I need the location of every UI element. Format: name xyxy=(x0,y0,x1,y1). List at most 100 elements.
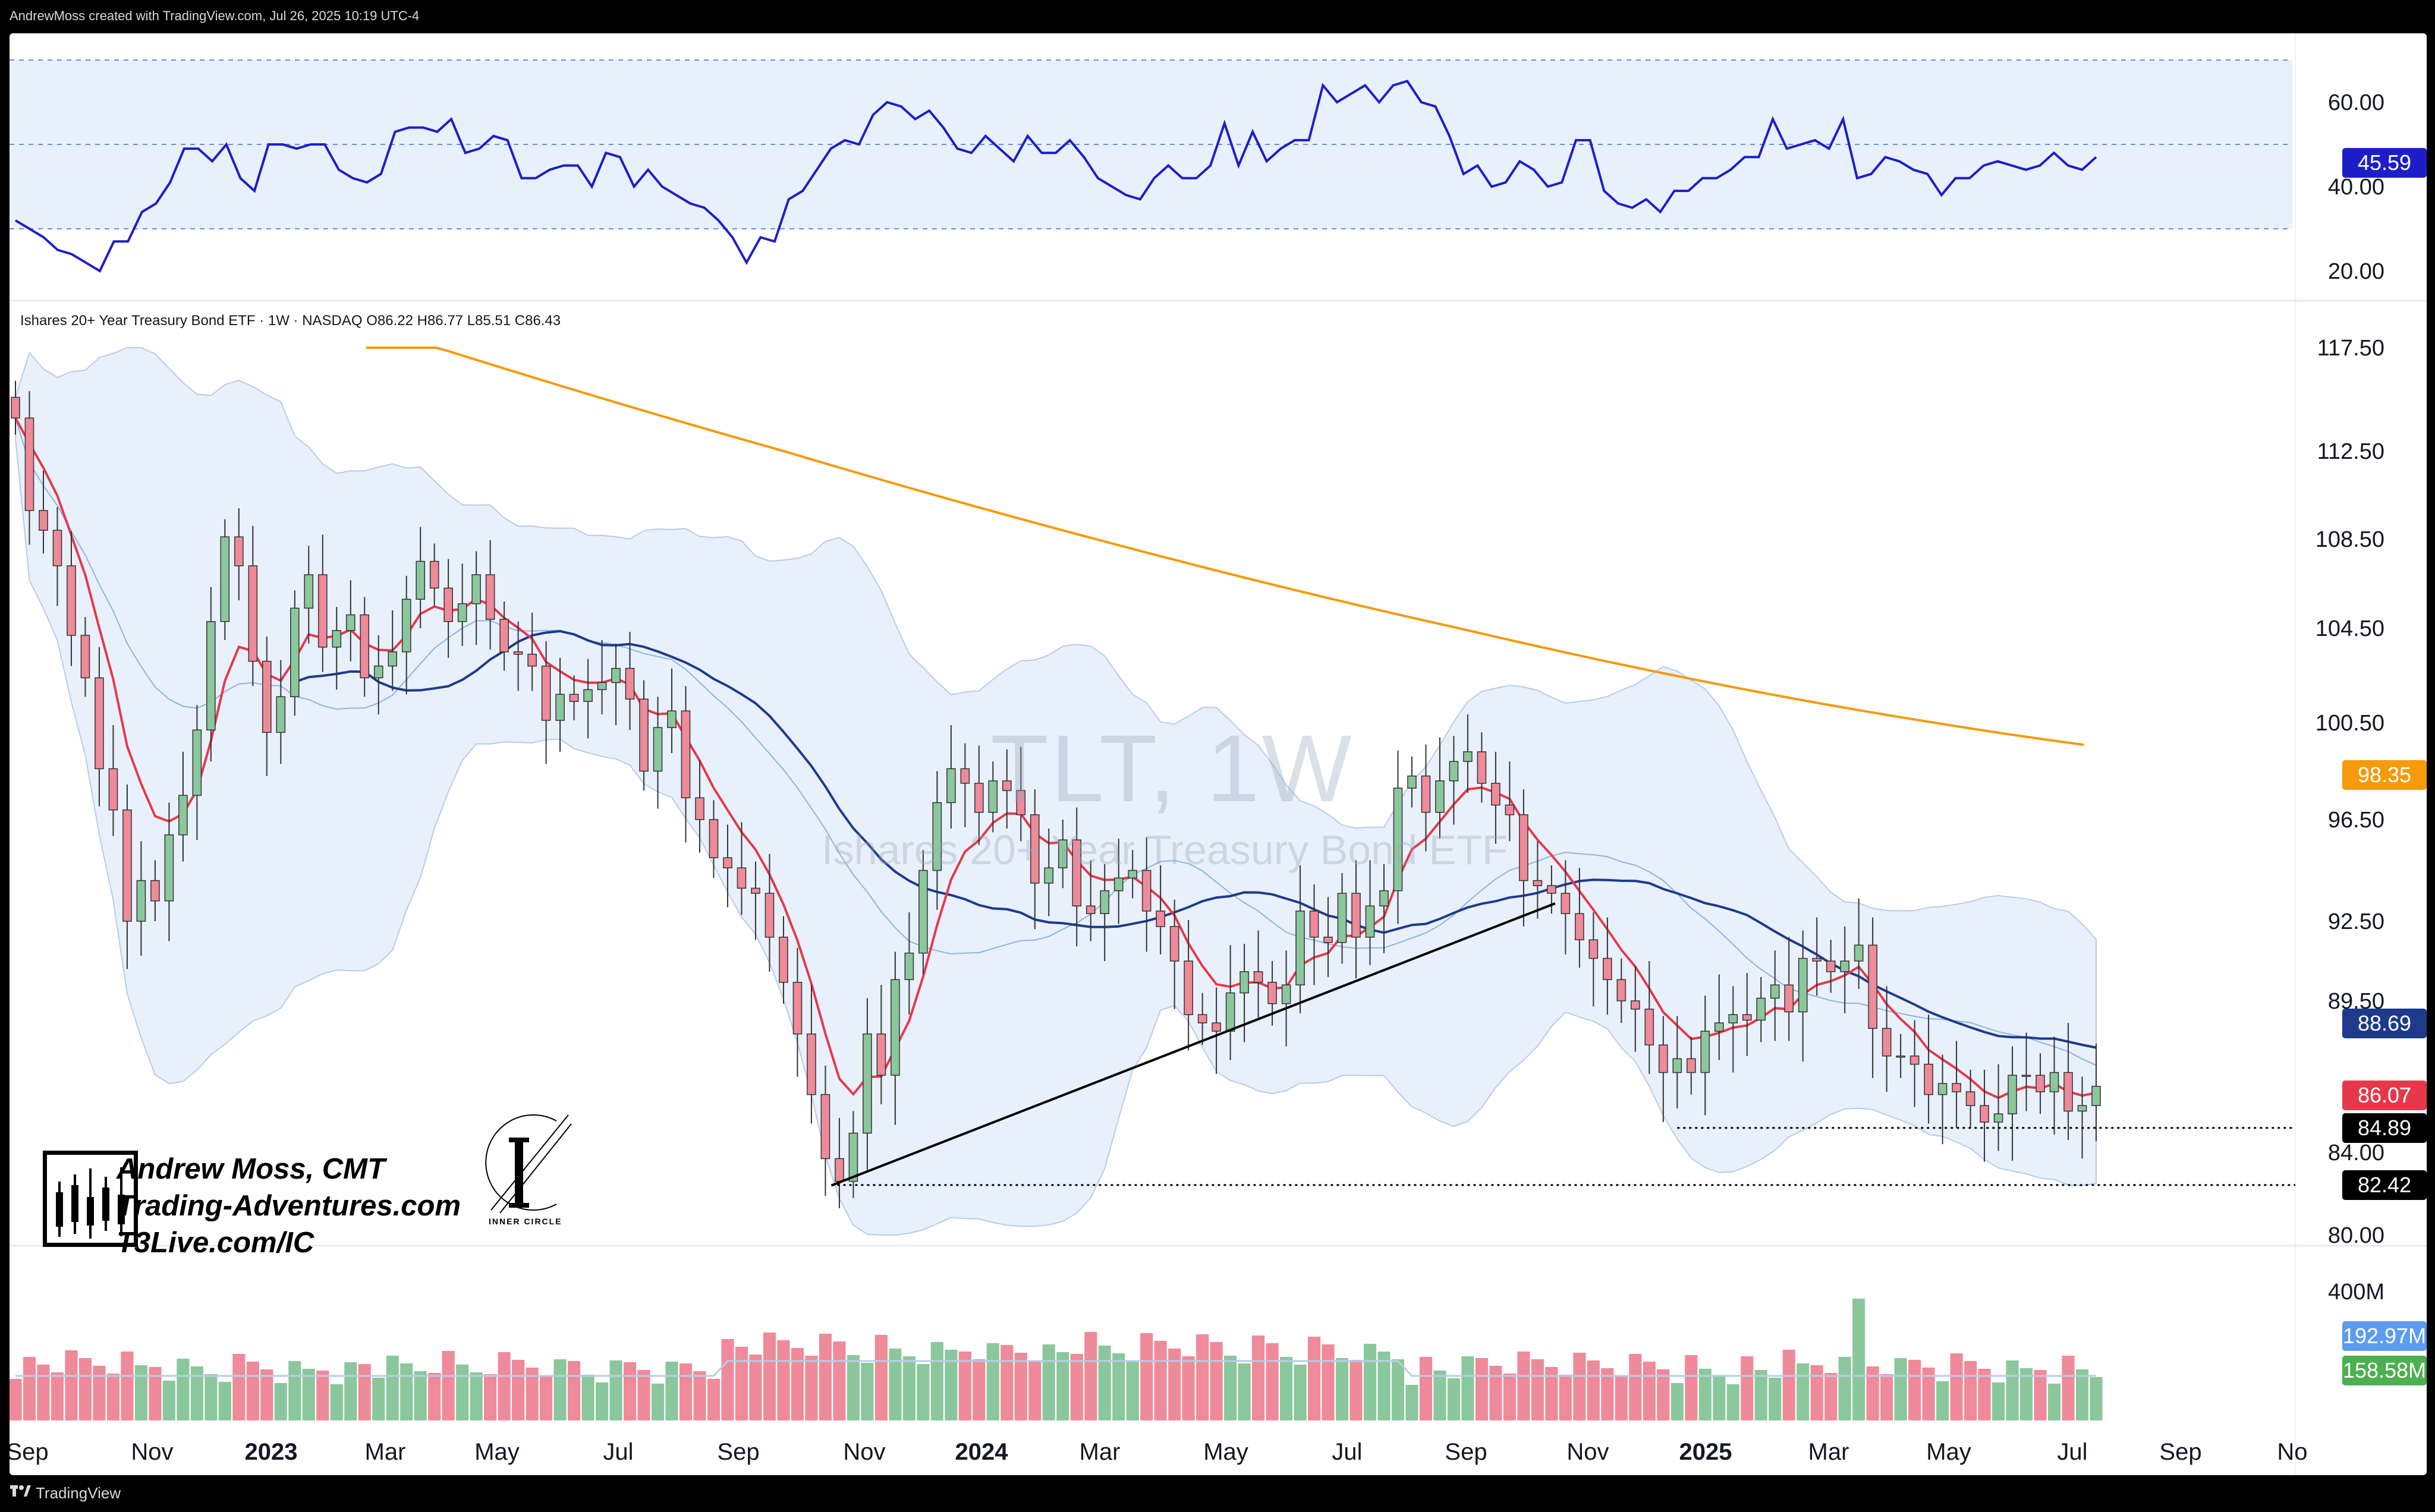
volume-bar xyxy=(456,1365,469,1420)
candle-body xyxy=(1980,1105,1989,1123)
candle-body xyxy=(1519,814,1528,881)
volume-bar xyxy=(889,1349,902,1420)
volume-bar xyxy=(1461,1356,1474,1420)
candle-body xyxy=(1351,893,1361,938)
x-tick-label: Jul xyxy=(2057,1439,2087,1465)
trendline-annotation xyxy=(830,902,1556,1187)
volume-bar xyxy=(763,1333,776,1420)
volume-bar xyxy=(302,1369,315,1420)
candle-body xyxy=(597,682,607,691)
price-tag: 82.42 xyxy=(2342,1170,2427,1200)
candle-body xyxy=(1603,957,1612,981)
volume-bar xyxy=(358,1364,371,1420)
volume-average-line xyxy=(15,1360,2096,1377)
candle-body xyxy=(1030,814,1040,884)
candle-body xyxy=(2091,1085,2101,1106)
candle-body xyxy=(499,619,509,653)
x-tick-label: Sep xyxy=(10,1439,49,1465)
x-tick-label: May xyxy=(1926,1439,1971,1465)
candle-body xyxy=(1952,1083,1961,1092)
candle-body xyxy=(192,729,202,796)
candle-body xyxy=(737,867,747,889)
candle-body xyxy=(765,893,775,938)
volume-bar xyxy=(721,1339,734,1420)
chart-canvas[interactable]: 60.00 40.00 20.00 117.50 112.50 108.50 104.50 1… xyxy=(10,33,2427,1475)
volume-bar xyxy=(205,1374,218,1420)
volume-bar xyxy=(1601,1368,1614,1420)
volume-bar xyxy=(973,1359,986,1420)
candle-body xyxy=(108,768,118,811)
chart-panel[interactable]: 60.00 40.00 20.00 117.50 112.50 108.50 104.50 1… xyxy=(10,33,2427,1475)
rsi-tick-label: 60.00 xyxy=(2328,90,2384,115)
candle-body xyxy=(2036,1075,2045,1092)
volume-bar xyxy=(344,1362,357,1420)
candle-body xyxy=(779,937,788,983)
candle-body xyxy=(290,607,300,698)
price-tag: 192.97M xyxy=(2342,1321,2427,1351)
candle-body xyxy=(39,510,48,531)
candle-body xyxy=(1616,979,1627,1001)
candle-body xyxy=(625,667,635,700)
volume-bar xyxy=(1252,1335,1265,1420)
volume-bar xyxy=(177,1359,190,1420)
volume-bar xyxy=(1335,1358,1349,1420)
candle-body xyxy=(751,887,760,894)
inner-circle-label: INNER CIRCLE xyxy=(489,1217,562,1226)
volume-bar xyxy=(1084,1332,1097,1420)
volume-bar xyxy=(1433,1371,1446,1420)
volume-bar xyxy=(833,1341,846,1420)
volume-bar xyxy=(1196,1334,1209,1420)
volume-bar xyxy=(1517,1352,1530,1420)
candle-body xyxy=(1128,870,1137,879)
volume-bar xyxy=(2075,1369,2089,1420)
candle-body xyxy=(639,698,649,772)
volume-bar xyxy=(526,1368,539,1420)
candle-body xyxy=(681,710,691,799)
candle-body xyxy=(360,614,370,679)
candle-body xyxy=(1686,1058,1696,1073)
candle-body xyxy=(695,797,704,820)
volume-bar xyxy=(498,1352,511,1420)
brand-url: T3Live.com/IC xyxy=(117,1227,314,1259)
volume-bar xyxy=(1950,1353,1963,1420)
candle-body xyxy=(1113,877,1124,892)
candle-body xyxy=(262,660,272,733)
candle-body xyxy=(1547,885,1556,894)
volume-bar xyxy=(1810,1365,1823,1420)
candle-body xyxy=(1937,1083,1948,1095)
x-tick-label: No xyxy=(2277,1439,2307,1465)
candle-body xyxy=(1742,1014,1752,1021)
volume-bar xyxy=(2019,1368,2033,1420)
volume-bar xyxy=(23,1357,36,1420)
candle-body xyxy=(11,396,20,419)
x-tick-label: 2024 xyxy=(955,1439,1009,1465)
candle-body xyxy=(1854,944,1864,962)
volume-bar xyxy=(274,1383,287,1420)
candle-body xyxy=(1337,893,1347,943)
volume-bar xyxy=(1754,1370,1767,1420)
candle-body xyxy=(67,565,76,636)
x-tick-label: Sep xyxy=(717,1439,759,1465)
volume-bar xyxy=(861,1363,874,1420)
volume-bar xyxy=(540,1375,553,1420)
volume-bar xyxy=(1098,1346,1111,1420)
candle-body xyxy=(1086,905,1096,914)
candle-body xyxy=(1840,960,1849,972)
candle-body xyxy=(1156,911,1165,927)
volume-bar xyxy=(1978,1369,1991,1420)
volume-bar xyxy=(637,1370,650,1420)
candle-body xyxy=(932,802,942,871)
candle-body xyxy=(835,1158,844,1182)
volume-bar xyxy=(651,1384,665,1420)
volume-bar xyxy=(958,1352,971,1420)
volume-bar xyxy=(260,1369,273,1420)
volume-bar xyxy=(1014,1353,1027,1420)
candle-body xyxy=(317,574,328,648)
sma-orange-line xyxy=(366,346,2084,746)
volume-bar xyxy=(246,1362,259,1420)
candle-body xyxy=(304,574,314,609)
bollinger-mid-line xyxy=(15,418,2097,1066)
candle-body xyxy=(1505,804,1515,815)
candle-body xyxy=(667,710,677,728)
candle-body xyxy=(1169,926,1179,962)
